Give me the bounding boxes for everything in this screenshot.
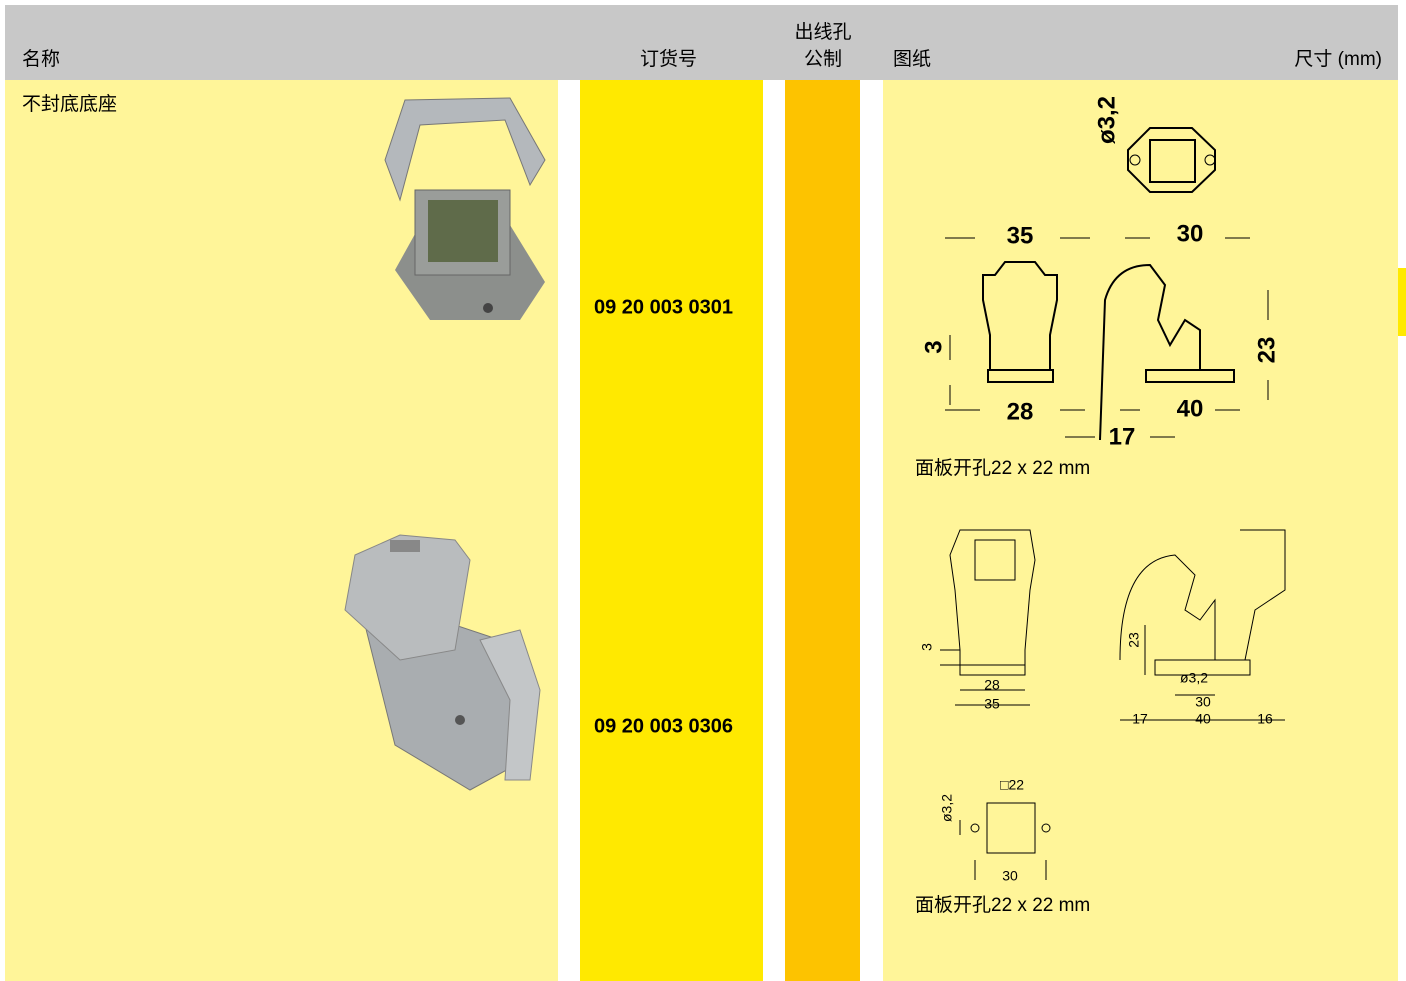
dimension-label: 3 [919, 643, 935, 651]
dimension-label: 28 [1007, 398, 1034, 425]
dimension-label: 3 [920, 340, 947, 353]
dimension-label: ø3,2 [1093, 96, 1120, 144]
dimension-label: 30 [1195, 694, 1211, 710]
header-name: 名称 [22, 48, 60, 70]
order-number: 09 20 003 0301 [594, 296, 733, 318]
dimension-label: 35 [1007, 222, 1034, 249]
technical-drawing: ø3,2 □22 30 [939, 777, 1051, 884]
dimension-label: 23 [1253, 337, 1280, 364]
product-photo [384, 97, 546, 320]
technical-drawing: ø3,2 35 30 3 23 28 17 40 [920, 96, 1280, 450]
dimension-label: 40 [1195, 711, 1211, 727]
caption: 面板开孔22 x 22 mm [915, 457, 1090, 479]
dimension-label: 30 [1177, 220, 1204, 247]
header-cable-entry: 出线孔 [794, 21, 851, 43]
dimension-label: 16 [1257, 711, 1273, 727]
dimension-label: 40 [1177, 395, 1204, 422]
product-photo [344, 534, 541, 791]
dimension-label: ø3,2 [939, 794, 955, 822]
header-cable-entry: 公制 [804, 48, 842, 70]
order-number: 09 20 003 0306 [594, 715, 733, 737]
header-drawing: 图纸 [893, 48, 931, 70]
header-band [5, 5, 1398, 80]
cable-column [785, 80, 860, 981]
dimension-label: 30 [1002, 868, 1018, 884]
dimension-label: 23 [1126, 632, 1142, 648]
dimension-label: □22 [1000, 777, 1024, 793]
section-title: 不封底底座 [22, 93, 117, 115]
caption: 面板开孔22 x 22 mm [915, 894, 1090, 916]
order-column [580, 80, 763, 981]
technical-drawing: 3 23 28 35 ø3,2 30 17 40 16 [919, 529, 1286, 727]
header-order-no: 订货号 [640, 48, 697, 70]
dimension-label: 17 [1109, 423, 1136, 450]
dimension-label: 28 [984, 677, 1000, 693]
header-dimensions: 尺寸 (mm) [1294, 48, 1382, 70]
dimension-label: 17 [1132, 711, 1148, 727]
dimension-label: ø3,2 [1180, 670, 1208, 686]
dimension-label: 35 [984, 696, 1000, 712]
edge-tab [1398, 268, 1406, 336]
